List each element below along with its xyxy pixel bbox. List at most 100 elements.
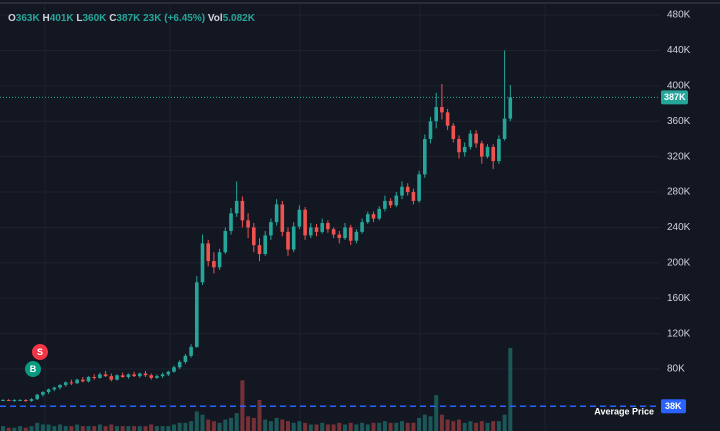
candle-body [417, 174, 421, 201]
volume-bar [308, 424, 313, 431]
volume-bar [63, 426, 68, 431]
volume-bar [229, 417, 233, 431]
candle-body [138, 373, 142, 377]
trade-marker-label: B [30, 364, 37, 374]
volume-bar [485, 422, 490, 431]
candle-body [440, 107, 444, 113]
candle-body [286, 231, 290, 250]
candle-body [166, 371, 171, 375]
volume-bar [200, 414, 205, 431]
volume-bar [291, 422, 296, 431]
y-tick-label: 240K [667, 222, 691, 233]
header-key: L [76, 13, 82, 24]
candle-body [149, 375, 153, 378]
plot [1, 50, 513, 402]
volume-bar [86, 426, 91, 431]
volume-bar [451, 421, 456, 431]
volume-bar [371, 422, 376, 431]
volume-bar [103, 426, 108, 431]
last-price-label: 387K [664, 92, 686, 102]
volume-bar [1, 426, 5, 431]
average-price-text: Average Price [594, 407, 654, 417]
candle-body [63, 382, 68, 385]
candle-body [58, 384, 62, 388]
candle-body [377, 208, 381, 219]
volume-bar [217, 422, 222, 431]
candle-body [445, 112, 450, 126]
volume-bar [417, 417, 422, 431]
volume-bar [320, 422, 325, 431]
candle-body [160, 374, 165, 377]
candle-body [98, 374, 102, 378]
candle-body [331, 229, 336, 235]
candle-body [274, 204, 279, 223]
candle-body [195, 282, 199, 347]
volume-bar [331, 424, 336, 431]
candle-body [92, 377, 96, 379]
volume-bar [132, 426, 137, 431]
volume-bar [246, 416, 251, 431]
candle-body [177, 361, 182, 368]
volume-bar [120, 426, 125, 431]
volume-layer [1, 348, 513, 431]
volume-bar [177, 422, 182, 431]
candle-body [451, 125, 456, 139]
volume-bar [69, 426, 74, 431]
y-tick-label: 360K [667, 116, 691, 127]
candle-body [360, 222, 364, 232]
volume-bar [194, 411, 199, 431]
volume-bar [35, 422, 40, 431]
candle-body [405, 186, 410, 193]
volume-bar [154, 426, 159, 431]
candle-body [81, 379, 85, 382]
grid [0, 4, 660, 431]
trade-marker [25, 361, 41, 377]
candle-body [388, 200, 393, 206]
candle-body [120, 375, 125, 378]
y-tick-label: 280K [667, 187, 691, 198]
volume-bar [143, 426, 148, 431]
volume-bar [211, 421, 216, 431]
volume-bar [377, 422, 382, 431]
volume-bar [223, 419, 228, 431]
volume-bar [314, 424, 319, 431]
candle-body [468, 133, 473, 147]
candle-body [115, 375, 119, 380]
candle-body [200, 243, 205, 283]
trade-marker-label: S [37, 347, 43, 357]
volume-bar [183, 422, 188, 431]
candle-body [69, 382, 74, 384]
candle-body [35, 394, 39, 400]
y-tick-label: 120K [667, 328, 691, 339]
candle-body [206, 243, 210, 262]
y-tick-label: 320K [667, 151, 691, 162]
volume-bar [23, 427, 28, 431]
volume-bar [58, 424, 62, 431]
volume-bar [52, 426, 57, 431]
candle-body [263, 235, 267, 254]
volume-bar [354, 424, 359, 431]
candle-body [234, 200, 239, 214]
candle-body [280, 204, 285, 232]
volume-bar [160, 426, 165, 431]
candle-body [383, 200, 387, 209]
volume-bar [400, 421, 404, 431]
candle-body [6, 400, 11, 402]
volume-bar [303, 422, 308, 431]
candle-body [217, 252, 222, 268]
candle-body [155, 376, 159, 378]
volume-bar [428, 416, 433, 431]
header-value: 5.082K [223, 13, 256, 24]
volume-bar [508, 348, 513, 431]
volume-bar [137, 426, 142, 431]
volume-bar [172, 424, 176, 431]
candle-body [480, 143, 484, 157]
volume-bar [394, 422, 399, 431]
candle-body [257, 245, 262, 254]
volume-bar [297, 421, 302, 431]
candle-body [229, 213, 233, 231]
candle-body [497, 138, 501, 162]
y-tick-label: 80K [667, 364, 685, 375]
